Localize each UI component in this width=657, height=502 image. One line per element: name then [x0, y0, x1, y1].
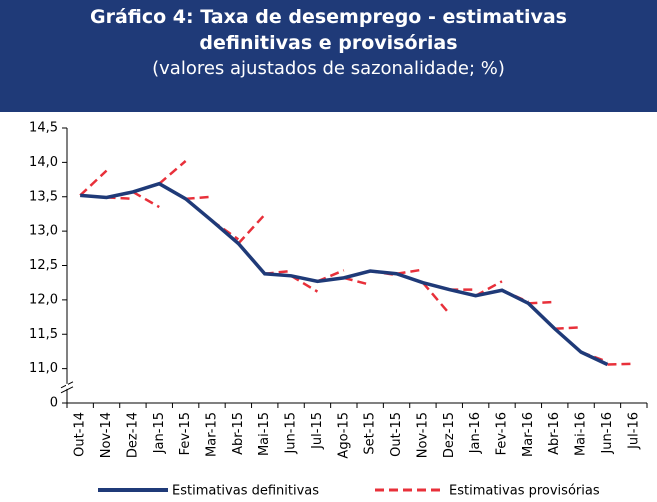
provisional-segment — [79, 169, 108, 197]
x-tick-label: Jun-16 — [600, 412, 615, 455]
x-tick-label: Fev-16 — [495, 412, 510, 455]
provisional-segment — [607, 362, 634, 366]
y-tick-label: 0 — [50, 396, 58, 411]
provisional-segment — [554, 326, 582, 330]
chart-title: Gráfico 4: Taxa de desemprego - estimati… — [90, 6, 567, 54]
provisional-segment — [396, 268, 424, 275]
x-tick-label: Ago-15 — [336, 412, 351, 459]
provisional-segment — [237, 213, 266, 245]
legend-label: Estimativas definitivas — [172, 484, 319, 499]
y-tick-label: 14,0 — [29, 155, 58, 170]
x-tick-label: Out-14 — [73, 412, 88, 457]
y-tick-label: 12,5 — [29, 258, 58, 273]
y-tick-label: 13,5 — [29, 189, 58, 204]
chart: 0 11,0 11,5 12,0 12,5 13,0 13,5 14,0 14,5 Out-14 N… — [29, 121, 648, 499]
y-tick-label: 12,0 — [29, 292, 58, 307]
x-tick-label: Jul-15 — [310, 412, 325, 450]
provisional-segment — [421, 281, 451, 315]
x-tick-label: Out-15 — [389, 412, 404, 457]
x-tick-label: Dez-14 — [125, 412, 140, 458]
x-tick-label: Mar-16 — [521, 412, 536, 457]
provisional-segment — [132, 190, 160, 209]
header: Gráfico 4: Taxa de desemprego - estimati… — [0, 0, 657, 112]
y-tick-label: 11,0 — [29, 361, 58, 376]
x-tick-label: Abr-15 — [231, 412, 246, 455]
provisional-segment — [185, 195, 213, 201]
x-tick-label: Abr-16 — [547, 412, 562, 455]
provisional-segment — [343, 276, 371, 286]
x-tick-label: Mai-16 — [574, 412, 589, 456]
x-tick-label: Nov-15 — [415, 412, 430, 458]
x-tick-label: Jul-16 — [626, 412, 641, 450]
x-tick-label: Mar-15 — [205, 412, 220, 457]
y-tick-label: 14,5 — [29, 121, 58, 136]
x-tick-label: Nov-14 — [99, 412, 114, 458]
x-tick-label: Dez-15 — [442, 412, 457, 458]
provisional-segment — [158, 160, 187, 185]
definitive-line — [80, 181, 609, 367]
y-tick-label: 11,5 — [29, 327, 58, 342]
x-tick-label: Jan-15 — [152, 412, 167, 454]
chart-subtitle: (valores ajustados de sazonalidade; %) — [152, 58, 505, 79]
x-tick-label: Mai-15 — [257, 412, 272, 456]
x-tick-label: Fev-15 — [178, 412, 193, 455]
axis-break-gap — [66, 383, 68, 389]
legend-label: Estimativas provisórias — [449, 484, 600, 499]
y-tick-label: 13,0 — [29, 224, 58, 239]
x-tick-label: Jun-15 — [284, 412, 299, 455]
x-tick-label: Jan-16 — [468, 412, 483, 454]
provisional-segment — [528, 300, 555, 305]
x-tick-label: Set-15 — [363, 412, 378, 455]
